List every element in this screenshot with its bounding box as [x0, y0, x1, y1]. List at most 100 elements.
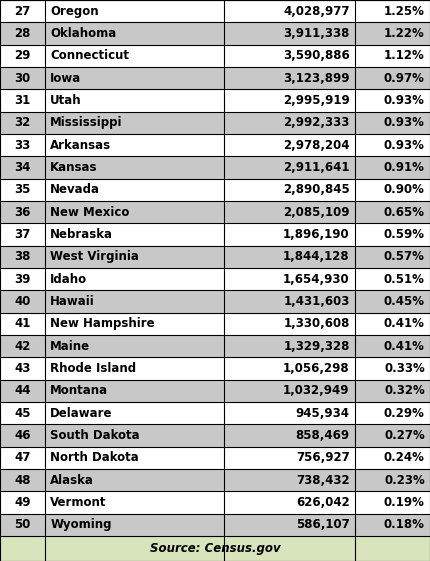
Text: 756,927: 756,927	[296, 452, 350, 465]
Text: 32: 32	[15, 116, 31, 130]
Text: 0.23%: 0.23%	[384, 473, 425, 486]
Bar	[0, 223, 430, 246]
Text: 0.65%: 0.65%	[384, 206, 425, 219]
Text: 35: 35	[14, 183, 31, 196]
Text: 1,844,128: 1,844,128	[283, 250, 350, 263]
Bar	[0, 447, 430, 469]
Text: 1,056,298: 1,056,298	[283, 362, 350, 375]
Text: 50: 50	[14, 518, 31, 531]
Text: Alaska: Alaska	[50, 473, 94, 486]
Text: 0.18%: 0.18%	[384, 518, 425, 531]
Text: 33: 33	[15, 139, 31, 151]
Bar	[0, 514, 430, 536]
Text: 39: 39	[14, 273, 31, 286]
Text: 2,085,109: 2,085,109	[283, 206, 350, 219]
Text: 0.19%: 0.19%	[384, 496, 425, 509]
Text: 0.97%: 0.97%	[384, 72, 425, 85]
Text: 37: 37	[15, 228, 31, 241]
Text: Nevada: Nevada	[50, 183, 100, 196]
Text: Montana: Montana	[50, 384, 108, 397]
Text: Mississippi: Mississippi	[50, 116, 123, 130]
Text: 4,028,977: 4,028,977	[283, 4, 350, 17]
Text: Maine: Maine	[50, 339, 90, 353]
Text: 0.24%: 0.24%	[384, 452, 425, 465]
Text: New Hampshire: New Hampshire	[50, 318, 155, 330]
Bar	[0, 312, 430, 335]
Text: Kansas: Kansas	[50, 161, 98, 174]
Bar	[0, 469, 430, 491]
Text: 2,890,845: 2,890,845	[283, 183, 350, 196]
Bar	[0, 89, 430, 112]
Text: 0.41%: 0.41%	[384, 339, 425, 353]
Text: New Mexico: New Mexico	[50, 206, 130, 219]
Bar	[0, 424, 430, 447]
Text: 0.51%: 0.51%	[384, 273, 425, 286]
Bar	[0, 0, 430, 22]
Text: 738,432: 738,432	[296, 473, 350, 486]
Bar	[0, 112, 430, 134]
Bar	[0, 178, 430, 201]
Text: 0.57%: 0.57%	[384, 250, 425, 263]
Text: 0.59%: 0.59%	[384, 228, 425, 241]
Text: 1,330,608: 1,330,608	[283, 318, 350, 330]
Text: Utah: Utah	[50, 94, 82, 107]
Text: 1.25%: 1.25%	[384, 4, 425, 17]
Text: Wyoming: Wyoming	[50, 518, 112, 531]
Text: 0.41%: 0.41%	[384, 318, 425, 330]
Text: 858,469: 858,469	[295, 429, 350, 442]
Text: Oklahoma: Oklahoma	[50, 27, 117, 40]
Bar	[0, 402, 430, 424]
Text: 40: 40	[14, 295, 31, 308]
Text: 2,911,641: 2,911,641	[283, 161, 350, 174]
Text: Iowa: Iowa	[50, 72, 82, 85]
Text: 1.22%: 1.22%	[384, 27, 425, 40]
Bar	[0, 22, 430, 45]
Text: Rhode Island: Rhode Island	[50, 362, 136, 375]
Bar	[0, 536, 430, 561]
Text: Delaware: Delaware	[50, 407, 113, 420]
Text: 626,042: 626,042	[296, 496, 350, 509]
Text: 1,431,603: 1,431,603	[283, 295, 350, 308]
Bar	[0, 491, 430, 514]
Text: 44: 44	[14, 384, 31, 397]
Text: Idaho: Idaho	[50, 273, 87, 286]
Text: 586,107: 586,107	[296, 518, 350, 531]
Text: 0.91%: 0.91%	[384, 161, 425, 174]
Text: 31: 31	[15, 94, 31, 107]
Text: 2,995,919: 2,995,919	[283, 94, 350, 107]
Text: 0.93%: 0.93%	[384, 116, 425, 130]
Text: 29: 29	[14, 49, 31, 62]
Text: Oregon: Oregon	[50, 4, 99, 17]
Bar	[0, 157, 430, 178]
Text: 0.27%: 0.27%	[384, 429, 425, 442]
Text: 0.93%: 0.93%	[384, 94, 425, 107]
Text: Arkansas: Arkansas	[50, 139, 111, 151]
Text: 30: 30	[15, 72, 31, 85]
Text: 49: 49	[14, 496, 31, 509]
Bar	[0, 67, 430, 89]
Text: 1,654,930: 1,654,930	[283, 273, 350, 286]
Text: North Dakota: North Dakota	[50, 452, 139, 465]
Text: 28: 28	[14, 27, 31, 40]
Text: 1.12%: 1.12%	[384, 49, 425, 62]
Text: 3,590,886: 3,590,886	[283, 49, 350, 62]
Text: 34: 34	[14, 161, 31, 174]
Text: 2,992,333: 2,992,333	[283, 116, 350, 130]
Bar	[0, 246, 430, 268]
Text: 36: 36	[14, 206, 31, 219]
Text: 3,123,899: 3,123,899	[283, 72, 350, 85]
Bar	[0, 380, 430, 402]
Text: 0.90%: 0.90%	[384, 183, 425, 196]
Text: 0.32%: 0.32%	[384, 384, 425, 397]
Text: 0.93%: 0.93%	[384, 139, 425, 151]
Text: 46: 46	[14, 429, 31, 442]
Text: Nebraska: Nebraska	[50, 228, 114, 241]
Text: 1,032,949: 1,032,949	[283, 384, 350, 397]
Text: 3,911,338: 3,911,338	[283, 27, 350, 40]
Text: 27: 27	[15, 4, 31, 17]
Text: 1,329,328: 1,329,328	[283, 339, 350, 353]
Text: Vermont: Vermont	[50, 496, 107, 509]
Text: 0.29%: 0.29%	[384, 407, 425, 420]
Text: 48: 48	[14, 473, 31, 486]
Text: 38: 38	[14, 250, 31, 263]
